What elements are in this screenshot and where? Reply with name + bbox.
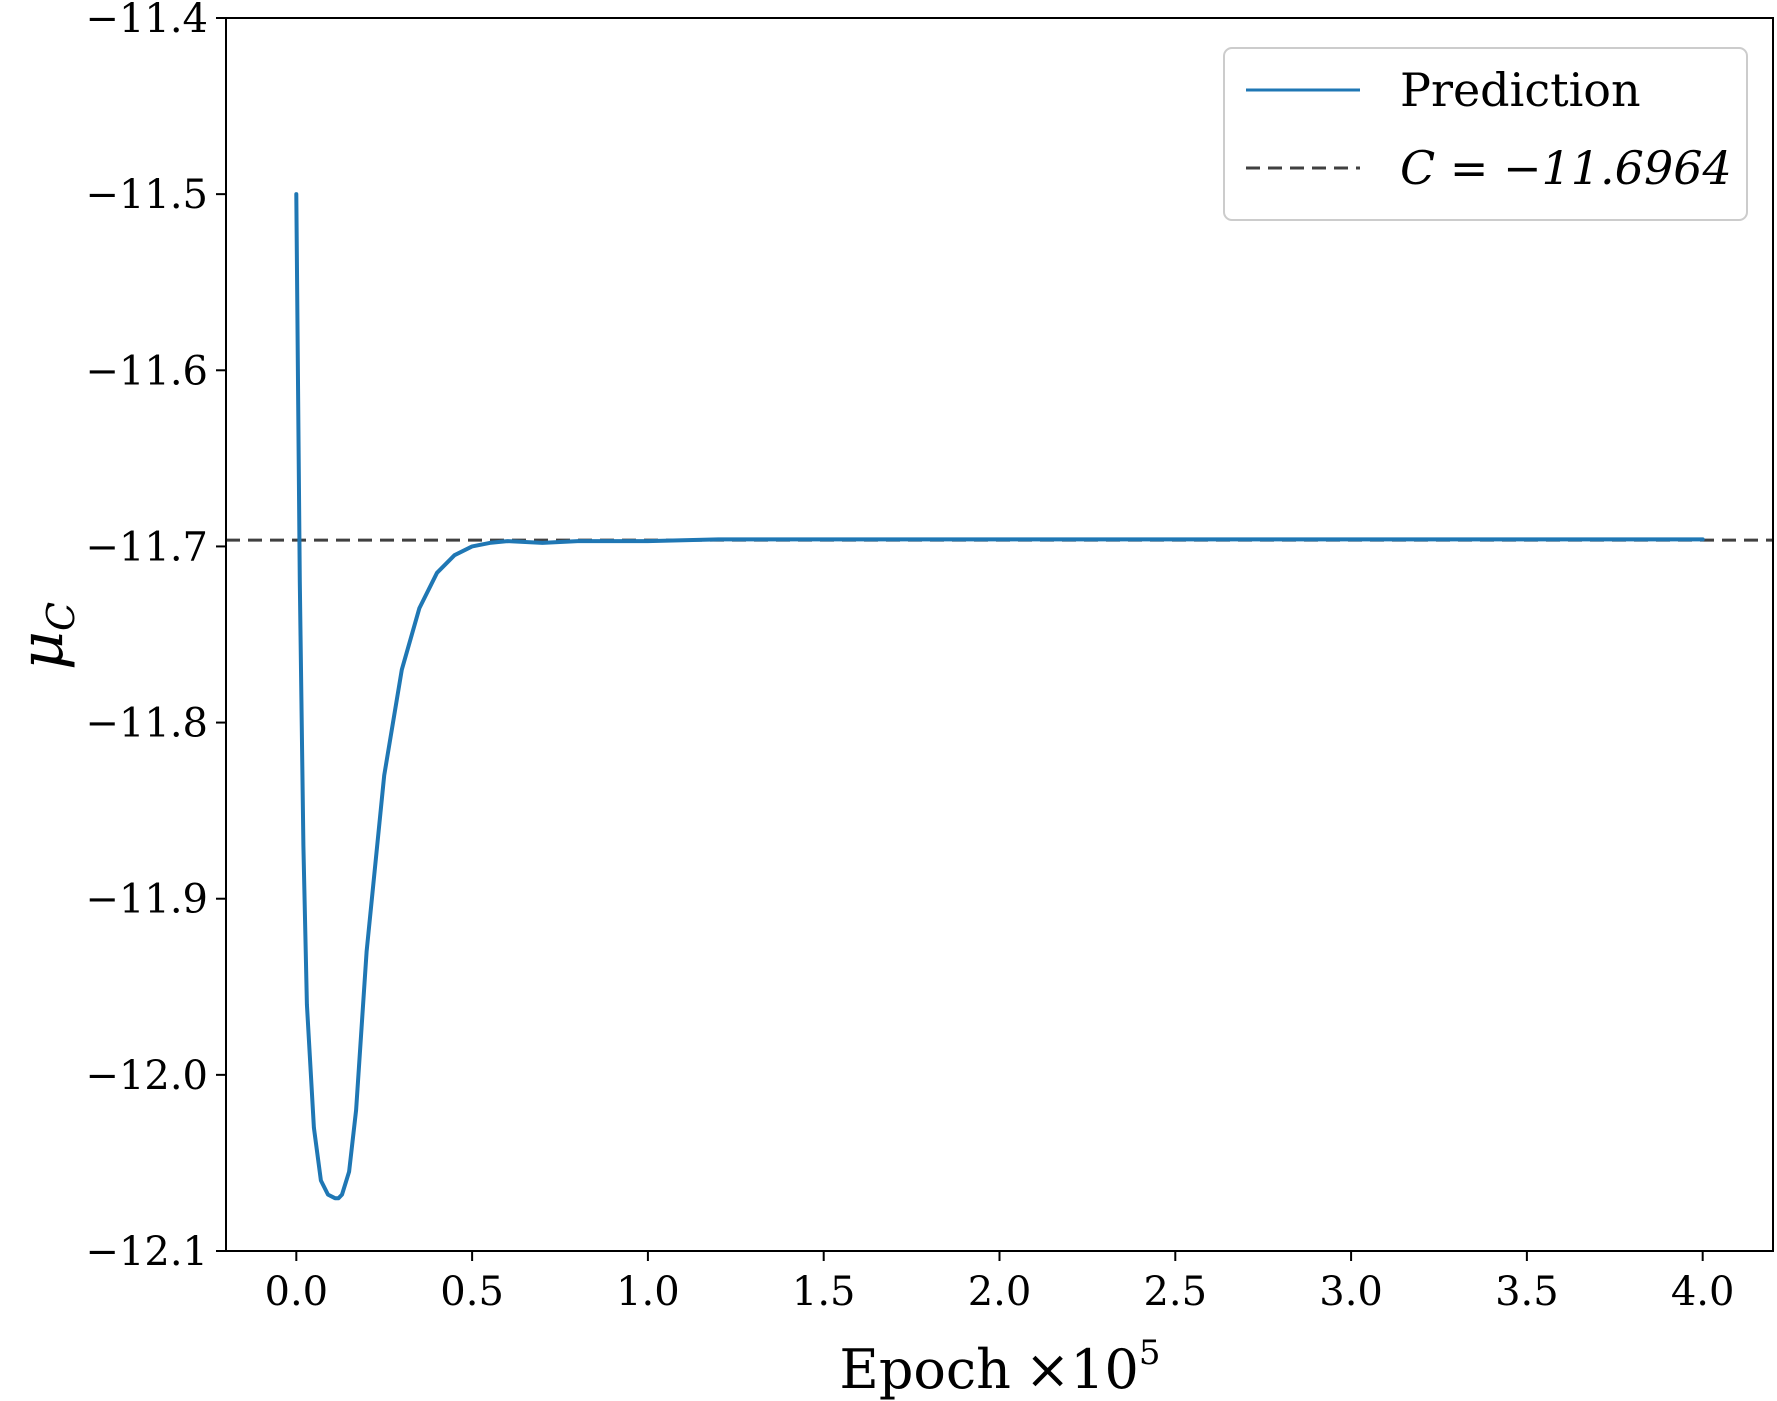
- y-tick-label: −12.0: [85, 1053, 208, 1099]
- x-axis-exponent: 5: [1139, 1333, 1161, 1373]
- y-tick-label: −11.4: [85, 0, 208, 42]
- prediction-line: [294, 192, 1705, 1201]
- y-tick-label: −11.6: [85, 348, 208, 394]
- y-axis-title-symbol: μ: [7, 631, 77, 670]
- y-tick-label: −11.5: [85, 172, 208, 218]
- y-axis-title-subscript: C: [39, 602, 83, 631]
- x-axis: 0.0 0.5 1.0 1.5 2.0 2.5 3.0 3.5 4.0: [265, 1251, 1735, 1315]
- x-tick-label: 0.5: [440, 1269, 504, 1315]
- x-axis-title: Epoch ×105: [839, 1333, 1160, 1401]
- plot-marks: [226, 192, 1773, 1201]
- legend-label-prediction: Prediction: [1400, 63, 1641, 117]
- y-tick-label: −11.9: [85, 877, 208, 923]
- legend: Prediction C = −11.6964: [1223, 47, 1748, 221]
- legend-label-reference: C = −11.6964: [1400, 141, 1732, 195]
- x-tick-label: 1.0: [616, 1269, 680, 1315]
- x-tick-label: 3.0: [1319, 1269, 1383, 1315]
- x-tick-label: 2.5: [1143, 1269, 1207, 1315]
- x-tick-label: 2.0: [968, 1269, 1032, 1315]
- y-axis: −12.1 −12.0 −11.9 −11.8 −11.7 −11.6 −11.5 −11.4: [85, 0, 226, 1275]
- y-axis-title: μC: [7, 602, 83, 670]
- x-axis-title-text: Epoch: [839, 1338, 1011, 1401]
- x-tick-label: 4.0: [1671, 1269, 1735, 1315]
- y-tick-label: −11.8: [85, 701, 208, 747]
- x-tick-label: 0.0: [265, 1269, 329, 1315]
- y-tick-label: −11.7: [85, 524, 208, 570]
- x-tick-label: 1.5: [792, 1269, 856, 1315]
- x-tick-label: 3.5: [1495, 1269, 1559, 1315]
- x-axis-multiplier: ×10: [1025, 1338, 1139, 1401]
- y-tick-label: −12.1: [85, 1229, 208, 1275]
